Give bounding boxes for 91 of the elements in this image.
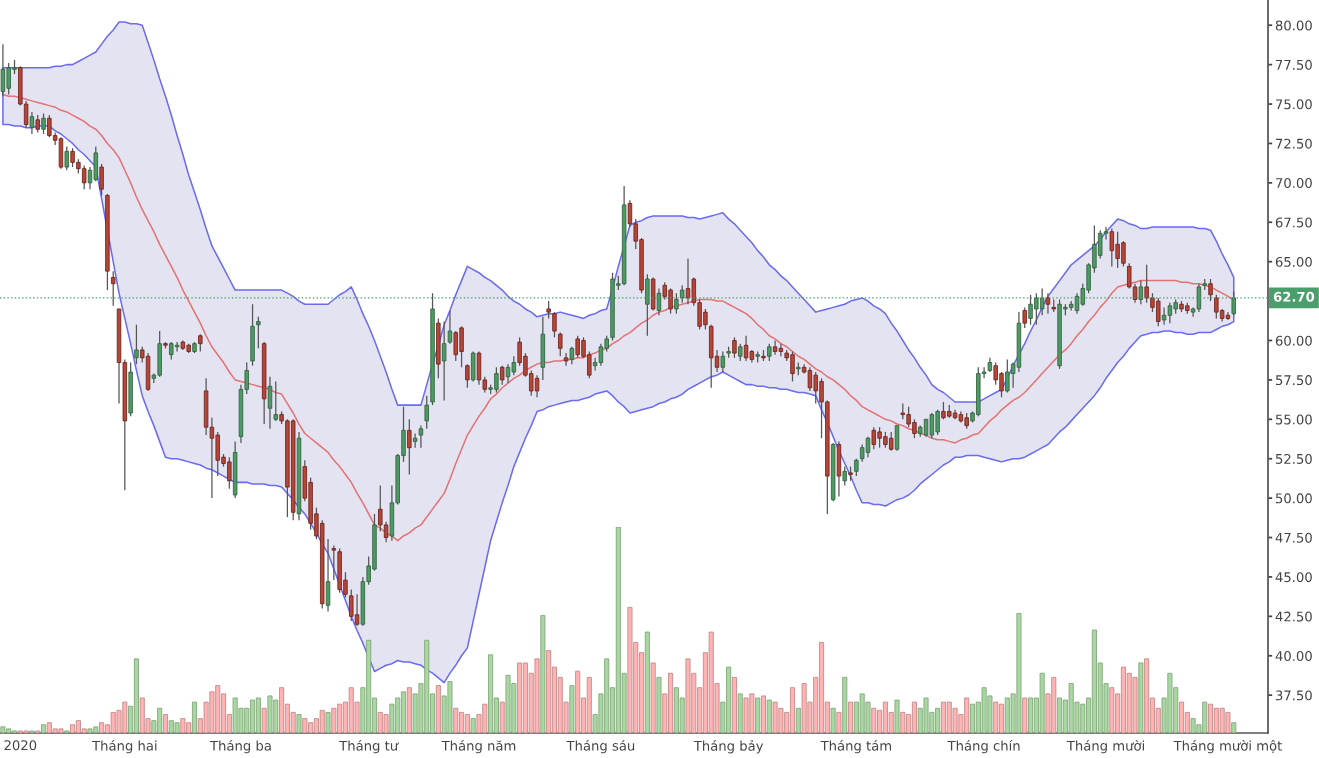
candlestick	[1022, 306, 1027, 329]
x-tick-label: Tháng mười một	[1173, 739, 1282, 754]
bar	[766, 699, 772, 733]
y-tick-label: 77.50	[1276, 59, 1312, 70]
candlestick	[732, 336, 737, 359]
x-tick-label: Tháng tư	[339, 739, 399, 754]
bar	[830, 707, 836, 733]
y-tick-label: 57.50	[1275, 375, 1312, 386]
candlestick	[412, 432, 418, 449]
candlestick	[325, 538, 331, 613]
bar	[731, 676, 737, 733]
x-tick-label: Tháng bảy	[693, 739, 764, 754]
bar	[191, 701, 198, 733]
bar	[35, 730, 41, 733]
bar	[842, 676, 848, 733]
bar	[1231, 722, 1237, 733]
x-tick-label: Tháng tám	[820, 739, 892, 754]
y-tick-label: 65.00	[1275, 256, 1312, 267]
y-tick-label: 47.50	[1275, 532, 1312, 543]
bar	[795, 707, 801, 733]
candlestick	[267, 376, 273, 430]
candlestick	[418, 424, 424, 449]
bar	[848, 701, 854, 733]
candlestick	[424, 395, 429, 430]
y-tick-label: 52.50	[1275, 453, 1312, 464]
candlestick	[29, 111, 35, 135]
candlestick	[99, 163, 104, 197]
candlestick	[64, 145, 69, 171]
y-tick-label: 67.50	[1275, 217, 1312, 228]
candlestick	[465, 363, 470, 389]
candlestick	[134, 324, 139, 365]
bar	[29, 730, 35, 733]
candlestick	[1208, 278, 1213, 302]
y-tick-label: 70.00	[1276, 178, 1312, 189]
bar	[499, 701, 505, 733]
candlestick	[558, 331, 563, 357]
bar	[540, 615, 546, 733]
bar	[296, 714, 302, 733]
candlestick	[331, 544, 337, 581]
bar	[64, 730, 70, 733]
candlestick	[1144, 264, 1149, 304]
bar	[737, 693, 743, 733]
bar	[470, 718, 476, 733]
x-tick-label: Tháng năm	[441, 739, 516, 754]
bar	[569, 685, 575, 733]
candlestick	[41, 112, 46, 135]
candlestick	[842, 465, 847, 487]
bar	[894, 699, 900, 733]
y-tick-label: 72.50	[1276, 138, 1312, 149]
y-tick-label: 42.50	[1275, 611, 1312, 622]
bar	[435, 685, 441, 733]
candlestick	[894, 424, 900, 452]
bar	[644, 631, 650, 733]
x-tick-label: Tháng mười	[1066, 739, 1144, 754]
candlestick	[499, 365, 505, 386]
candlestick	[1045, 292, 1051, 315]
candlestick	[441, 320, 447, 402]
y-tick-label: 60.00	[1275, 335, 1312, 346]
x-tick-label: Tháng chín	[947, 739, 1020, 754]
y-tick-label: 75.00	[1276, 99, 1312, 110]
bar	[755, 697, 761, 733]
candlestick	[273, 380, 278, 422]
y-tick-label: 45.00	[1275, 572, 1312, 583]
bar	[656, 676, 662, 733]
candlestick	[720, 350, 726, 373]
candlestick	[110, 270, 116, 307]
candlestick	[447, 309, 453, 345]
y-tick-label: 40.00	[1275, 650, 1312, 661]
candlestick	[563, 352, 569, 367]
y-tick-label: 37.50	[1275, 690, 1312, 701]
candlestick	[552, 311, 557, 338]
ref-line-label: 62.70	[1273, 291, 1315, 302]
bar	[1138, 662, 1144, 733]
bar	[836, 711, 842, 733]
y-tick-label: 80.00	[1275, 20, 1312, 31]
bar	[325, 711, 331, 733]
bar	[406, 687, 412, 733]
x-tick-label: 2020	[4, 740, 37, 751]
candlestick	[407, 418, 412, 476]
bar	[650, 662, 656, 733]
x-tick-label: Tháng hai	[92, 739, 157, 754]
bar	[1022, 697, 1028, 733]
bar	[261, 707, 267, 733]
bar	[760, 695, 766, 733]
x-tick-label: Tháng sáu	[566, 739, 635, 754]
bar	[162, 714, 168, 733]
x-tick-label: Tháng ba	[209, 739, 271, 754]
candlestick	[256, 316, 261, 349]
y-tick-label: 50.00	[1275, 493, 1312, 504]
y-tick-label: 55.00	[1275, 414, 1312, 425]
bar	[41, 724, 47, 733]
